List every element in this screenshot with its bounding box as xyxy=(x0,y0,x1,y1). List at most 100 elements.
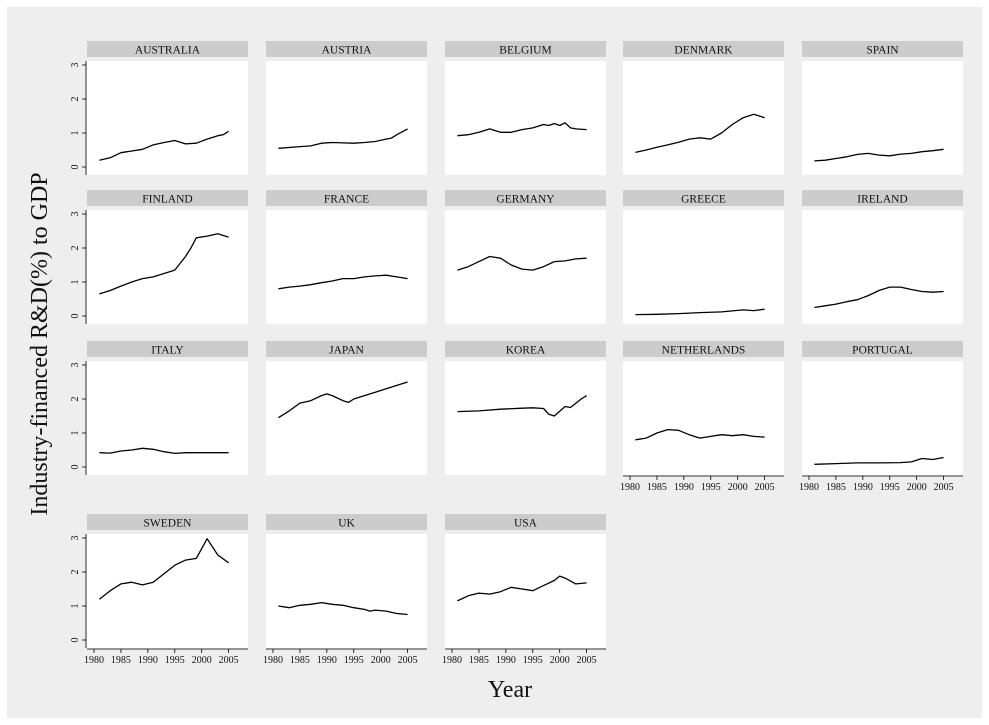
panel-plot-area xyxy=(623,61,784,175)
panels-layer: AUSTRALIA 0 1 2 3 AUSTRIA BELGIUM DENMARK SPAIN F… xyxy=(70,41,963,666)
series-line-usa xyxy=(457,575,587,602)
x-tick-label: 1995 xyxy=(344,655,364,666)
y-tick-label: 3 xyxy=(70,212,81,217)
panel-france: FRANCE xyxy=(266,190,427,324)
series-line-netherlands xyxy=(635,428,765,441)
panel-title: USA xyxy=(514,518,538,530)
x-tick-label: 1985 xyxy=(469,655,489,666)
x-tick-label: 1985 xyxy=(290,655,310,666)
y-tick-label: 0 xyxy=(70,165,81,170)
panel-title: FRANCE xyxy=(324,194,369,206)
panel-strip xyxy=(445,190,606,206)
x-tick-label: 2005 xyxy=(219,655,239,666)
panel-title: BELGIUM xyxy=(499,45,551,57)
panel-strip xyxy=(802,341,963,357)
panel-strip xyxy=(802,41,963,57)
series-line-spain xyxy=(814,148,944,162)
y-tick-label: 2 xyxy=(70,397,81,402)
series-line-uk xyxy=(278,601,408,616)
series-line-korea xyxy=(457,395,587,417)
panel-strip xyxy=(87,41,248,57)
panel-greece: GREECE xyxy=(623,190,784,324)
x-tick-label: 1980 xyxy=(263,655,283,666)
panel-austria: AUSTRIA xyxy=(266,41,427,175)
panel-title: PORTUGAL xyxy=(852,345,913,357)
panel-italy: ITALY 0 1 2 3 xyxy=(70,341,248,475)
series-line-france xyxy=(278,274,408,290)
panel-strip xyxy=(623,341,784,357)
panel-korea: KOREA xyxy=(445,341,606,475)
x-tick-label: 2000 xyxy=(192,655,212,666)
series-line-germany xyxy=(457,255,587,271)
panel-title: KOREA xyxy=(506,345,546,357)
panel-strip xyxy=(802,190,963,206)
panel-strip xyxy=(445,41,606,57)
panel-plot-area xyxy=(802,361,963,475)
x-tick-label: 1990 xyxy=(496,655,516,666)
panel-title: GERMANY xyxy=(496,194,555,206)
panel-plot-area xyxy=(87,534,248,648)
y-tick-label: 1 xyxy=(70,604,81,609)
x-tick-label: 1995 xyxy=(880,482,900,493)
x-tick-label: 2000 xyxy=(907,482,927,493)
panel-plot-area xyxy=(623,361,784,475)
panel-plot-area xyxy=(623,210,784,324)
x-tick-label: 1995 xyxy=(523,655,543,666)
panel-title: AUSTRIA xyxy=(322,45,373,57)
panel-title: DENMARK xyxy=(674,45,733,57)
panel-strip xyxy=(623,190,784,206)
x-tick-label: 1980 xyxy=(442,655,462,666)
y-tick-label: 1 xyxy=(70,431,81,436)
x-tick-label: 1995 xyxy=(701,482,721,493)
panel-plot-area xyxy=(87,361,248,475)
panel-finland: FINLAND 0 1 2 3 xyxy=(70,190,248,324)
panel-portugal: PORTUGAL 1980 1985 1990 1995 2000 2005 xyxy=(799,341,963,493)
panel-strip xyxy=(87,190,248,206)
panel-germany: GERMANY xyxy=(445,190,606,324)
panel-plot-area xyxy=(266,361,427,475)
series-line-australia xyxy=(99,130,229,161)
x-tick-label: 1985 xyxy=(826,482,846,493)
panel-belgium: BELGIUM xyxy=(445,41,606,175)
series-line-austria xyxy=(278,128,408,149)
panel-strip xyxy=(445,514,606,530)
x-tick-label: 1985 xyxy=(647,482,667,493)
y-tick-label: 1 xyxy=(70,131,81,136)
series-line-italy xyxy=(99,447,229,455)
panel-netherlands: NETHERLANDS 1980 1985 1990 1995 2000 2005 xyxy=(620,341,784,493)
x-tick-label: 1990 xyxy=(138,655,158,666)
x-tick-label: 2000 xyxy=(371,655,391,666)
x-tick-label: 1990 xyxy=(674,482,694,493)
panel-title: UK xyxy=(338,518,355,530)
panel-plot-area xyxy=(445,534,606,648)
series-line-belgium xyxy=(457,122,587,137)
series-line-portugal xyxy=(814,456,944,465)
panel-plot-area xyxy=(266,61,427,175)
panel-title: JAPAN xyxy=(329,345,364,357)
panel-title: SPAIN xyxy=(866,45,899,57)
series-line-japan xyxy=(278,381,408,419)
panel-title: SWEDEN xyxy=(144,518,193,530)
panel-strip xyxy=(266,514,427,530)
panel-strip xyxy=(266,190,427,206)
x-tick-label: 2005 xyxy=(577,655,597,666)
panel-strip xyxy=(87,514,248,530)
series-line-denmark xyxy=(635,113,765,154)
y-tick-label: 2 xyxy=(70,570,81,575)
x-tick-label: 2005 xyxy=(755,482,775,493)
panel-japan: JAPAN xyxy=(266,341,427,475)
x-tick-label: 1995 xyxy=(165,655,185,666)
y-tick-label: 0 xyxy=(70,638,81,643)
panel-title: ITALY xyxy=(151,345,184,357)
panel-strip xyxy=(445,341,606,357)
panel-plot-area xyxy=(266,210,427,324)
x-tick-label: 1990 xyxy=(853,482,873,493)
panel-strip xyxy=(266,341,427,357)
x-axis-label: Year xyxy=(488,677,532,703)
panel-denmark: DENMARK xyxy=(623,41,784,175)
panel-strip xyxy=(266,41,427,57)
x-tick-label: 2000 xyxy=(550,655,570,666)
y-tick-label: 2 xyxy=(70,97,81,102)
